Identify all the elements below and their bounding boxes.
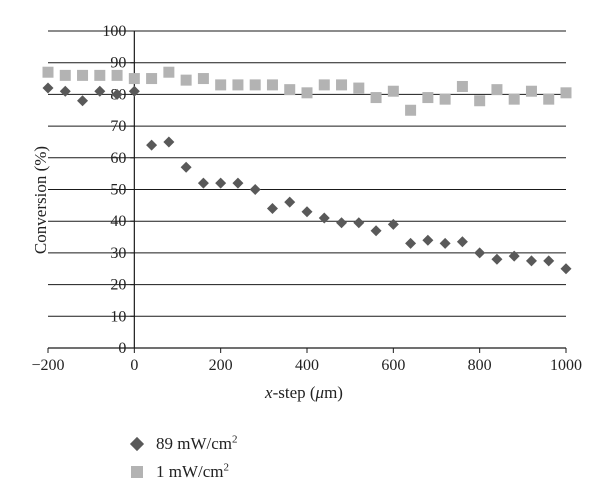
data-point-diamond bbox=[232, 177, 244, 189]
data-point-diamond bbox=[301, 206, 313, 218]
data-point-square bbox=[387, 85, 399, 97]
data-point-square bbox=[543, 93, 555, 105]
data-point-square bbox=[180, 74, 192, 86]
data-point-square bbox=[59, 69, 71, 81]
y-axis-title: Conversion (%) bbox=[31, 146, 50, 254]
data-point-square bbox=[336, 79, 348, 91]
y-tick-label: 30 bbox=[110, 245, 126, 262]
diamond-marker-icon bbox=[128, 435, 146, 453]
chart-area: 0102030405060708090100−20002004006008001… bbox=[31, 23, 582, 402]
data-point-square bbox=[301, 87, 313, 99]
y-tick-label: 40 bbox=[110, 213, 126, 230]
data-point-diamond bbox=[128, 85, 140, 97]
data-point-diamond bbox=[215, 177, 227, 189]
x-axis-title-text: -step ( bbox=[273, 383, 316, 402]
data-point-diamond bbox=[146, 139, 158, 151]
data-point-diamond bbox=[543, 255, 555, 267]
data-point-square bbox=[474, 95, 486, 107]
data-point-diamond bbox=[405, 237, 417, 249]
scatter-chart: 0102030405060708090100−20002004006008001… bbox=[31, 23, 582, 402]
data-point-diamond bbox=[456, 236, 468, 248]
data-point-square bbox=[318, 79, 330, 91]
data-point-diamond bbox=[525, 255, 537, 267]
data-point-square bbox=[491, 84, 503, 96]
data-point-square bbox=[456, 80, 468, 92]
x-tick-label: 600 bbox=[381, 357, 405, 374]
series-89mw bbox=[42, 82, 572, 275]
data-point-diamond bbox=[94, 85, 106, 97]
data-point-square bbox=[405, 104, 417, 116]
data-point-diamond bbox=[370, 225, 382, 237]
data-point-diamond bbox=[77, 95, 89, 107]
data-point-square bbox=[163, 66, 175, 78]
legend: 89 mW/cm2 1 mW/cm2 bbox=[128, 430, 238, 486]
data-point-diamond bbox=[59, 85, 71, 97]
x-tick-label: 0 bbox=[130, 357, 138, 374]
data-point-square bbox=[77, 69, 89, 81]
data-series bbox=[42, 66, 572, 275]
data-point-square bbox=[370, 92, 382, 104]
y-tick-label: 10 bbox=[110, 308, 126, 325]
data-point-square bbox=[232, 79, 244, 91]
data-point-diamond bbox=[560, 263, 572, 275]
data-point-diamond bbox=[180, 161, 192, 173]
x-tick-label: −200 bbox=[31, 357, 64, 374]
data-point-diamond bbox=[353, 217, 365, 229]
data-point-square bbox=[525, 85, 537, 97]
data-point-square bbox=[508, 93, 520, 105]
data-point-diamond bbox=[163, 136, 175, 148]
data-point-square bbox=[284, 84, 296, 96]
data-point-diamond bbox=[284, 196, 296, 208]
data-point-square bbox=[215, 79, 227, 91]
x-tick-label: 800 bbox=[468, 357, 492, 374]
y-tick-label: 70 bbox=[110, 118, 126, 135]
data-point-square bbox=[111, 69, 123, 81]
data-point-square bbox=[422, 92, 434, 104]
x-axis-title-mu: μ bbox=[315, 383, 325, 402]
y-tick-label: 50 bbox=[110, 182, 126, 199]
tick-labels: 0102030405060708090100−20002004006008001… bbox=[31, 23, 582, 374]
y-tick-label: 0 bbox=[118, 340, 126, 357]
data-point-diamond bbox=[249, 184, 261, 195]
data-point-diamond bbox=[474, 247, 486, 259]
data-point-diamond bbox=[111, 88, 123, 100]
data-point-square bbox=[197, 73, 209, 85]
legend-label-1mw: 1 mW/cm2 bbox=[156, 461, 230, 481]
y-tick-label: 90 bbox=[110, 55, 126, 72]
y-tick-label: 100 bbox=[102, 23, 126, 40]
x-tick-label: 400 bbox=[295, 357, 319, 374]
y-tick-label: 60 bbox=[110, 150, 126, 167]
data-point-diamond bbox=[508, 250, 520, 262]
y-tick-label: 20 bbox=[110, 277, 126, 294]
data-point-square bbox=[128, 73, 140, 85]
data-point-diamond bbox=[266, 203, 278, 215]
data-point-diamond bbox=[439, 237, 451, 249]
data-point-square bbox=[353, 82, 365, 94]
legend-item-1mw: 1 mW/cm2 bbox=[128, 458, 238, 486]
gridlines bbox=[48, 30, 566, 317]
x-tick-label: 1000 bbox=[550, 357, 582, 374]
data-point-diamond bbox=[387, 218, 399, 230]
data-point-square bbox=[266, 79, 278, 91]
data-point-diamond bbox=[42, 82, 54, 94]
x-axis-title: x-step (μm) bbox=[264, 383, 343, 402]
data-point-diamond bbox=[197, 177, 209, 189]
x-tick-label: 200 bbox=[209, 357, 233, 374]
legend-item-89mw: 89 mW/cm2 bbox=[128, 430, 238, 458]
legend-label-89mw: 89 mW/cm2 bbox=[156, 433, 238, 453]
x-axis-title-variable: x bbox=[264, 383, 273, 402]
data-point-square bbox=[94, 69, 106, 81]
data-point-diamond bbox=[336, 217, 348, 229]
x-axis-title-unit: m) bbox=[324, 383, 343, 402]
data-point-square bbox=[146, 73, 158, 85]
data-point-square bbox=[42, 66, 54, 78]
data-point-square bbox=[439, 93, 451, 105]
data-point-diamond bbox=[491, 253, 503, 265]
series-1mw bbox=[42, 66, 572, 116]
data-point-square bbox=[249, 79, 261, 91]
data-point-diamond bbox=[318, 212, 330, 224]
data-point-diamond bbox=[422, 234, 434, 246]
square-marker-icon bbox=[128, 463, 146, 481]
data-point-square bbox=[560, 87, 572, 99]
